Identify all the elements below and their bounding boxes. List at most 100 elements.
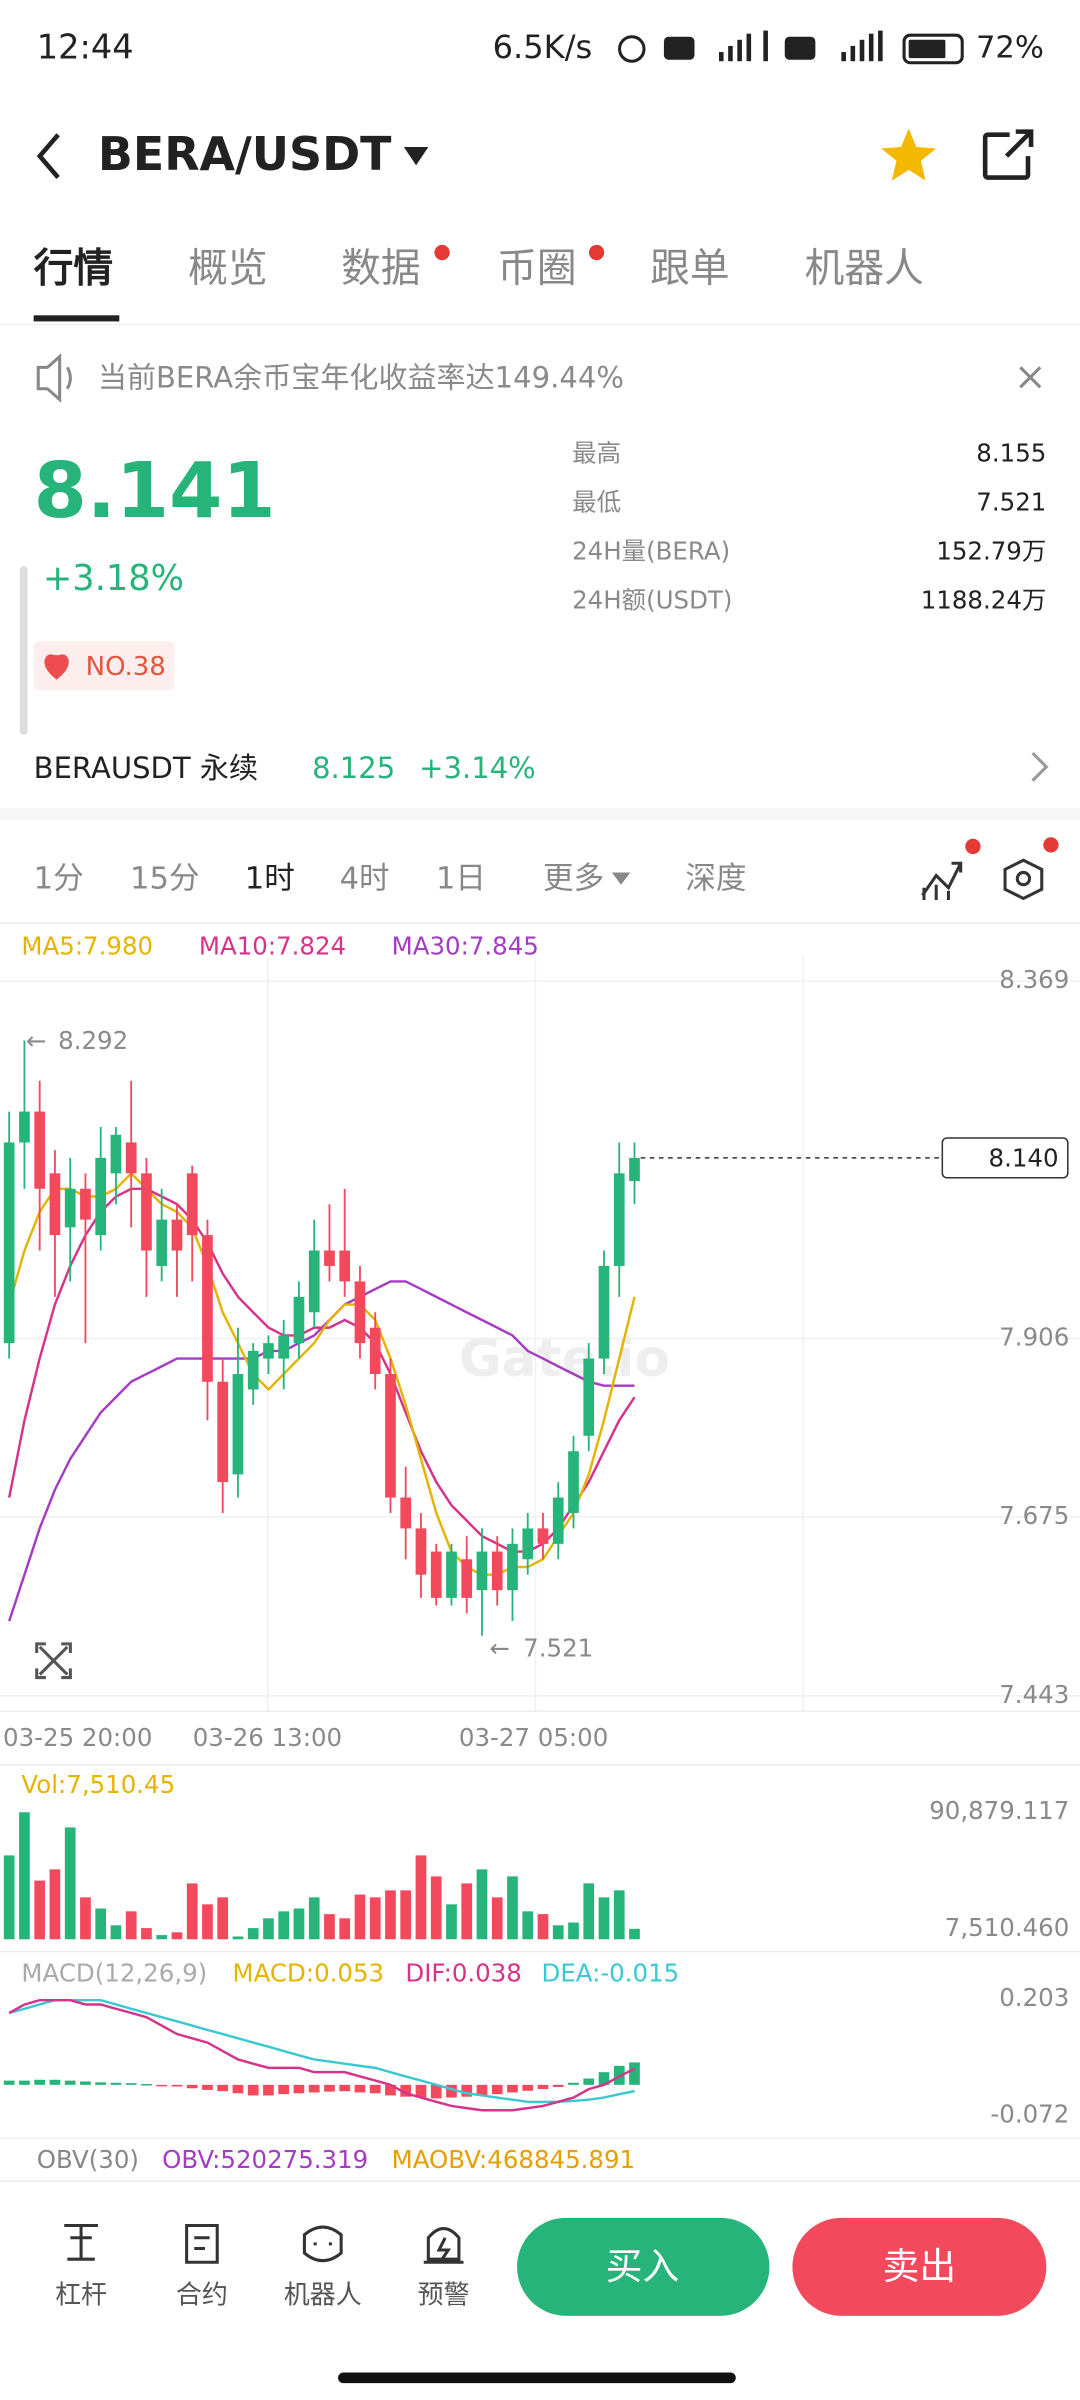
last-price-box <box>941 1137 1069 1179</box>
macd-bar <box>415 2084 427 2098</box>
obv-legend: MAOBV:468845.891 <box>392 2145 636 2174</box>
stat-value: 7.521 <box>976 488 1046 517</box>
volume-bar <box>125 1911 137 1940</box>
time: 12:44 <box>37 27 134 66</box>
interval[interactable]: 4时 <box>340 862 390 897</box>
pair-dropdown[interactable] <box>403 146 429 166</box>
interval[interactable]: 更多 <box>543 862 604 897</box>
ma-legend: MA5:7.980 <box>21 931 153 960</box>
nav-label[interactable]: 杠杆 <box>55 2280 107 2310</box>
more-dropdown[interactable] <box>611 872 631 885</box>
battery: 72% <box>976 30 1044 65</box>
interval[interactable]: 1时 <box>245 862 295 897</box>
volume-bar <box>629 1928 640 1940</box>
fullscreen-button[interactable] <box>35 1642 72 1680</box>
tab-badge <box>434 244 450 261</box>
high-marker: 8.292 <box>58 1026 128 1055</box>
candle-body <box>95 1157 107 1236</box>
interval[interactable]: 深度 <box>685 862 746 897</box>
indicator-button[interactable] <box>921 861 963 900</box>
macd-legend: DIF:0.038 <box>405 1958 521 1987</box>
volume-bar <box>369 1897 381 1940</box>
rank-text: NO.38 <box>86 652 166 682</box>
volume-bar <box>339 1918 351 1940</box>
perp-name[interactable]: BERAUSDT 永续 <box>34 751 258 785</box>
settings-button[interactable] <box>1003 858 1044 901</box>
macd-bar <box>385 2084 396 2096</box>
price-change: +3.18% <box>43 558 184 599</box>
volume-tick-label: 7,510.460 <box>945 1913 1069 1942</box>
interval[interactable]: 1日 <box>436 862 486 897</box>
buy-button[interactable] <box>517 2217 770 2316</box>
interval[interactable]: 1分 <box>34 862 84 897</box>
tab[interactable]: 币圈 <box>497 245 577 291</box>
candle-body <box>186 1173 198 1236</box>
perp-chevron[interactable] <box>1031 751 1049 782</box>
candle-body <box>461 1559 473 1598</box>
settings-badge <box>1043 837 1059 853</box>
volume-bar <box>491 1897 503 1940</box>
volume-bar <box>141 1928 152 1940</box>
macd-bar <box>186 2084 198 2089</box>
section-gap <box>0 808 1080 821</box>
dea-line <box>8 1998 635 2104</box>
nav-label[interactable]: 机器人 <box>284 2280 362 2310</box>
macd-bar <box>308 2084 320 2093</box>
pair-title[interactable]: BERA/USDT <box>98 127 392 181</box>
volume-bar <box>522 1911 534 1940</box>
tab[interactable]: 数据 <box>341 245 421 291</box>
candle-body <box>400 1497 412 1529</box>
macd-bar <box>217 2084 229 2092</box>
volume-legend: Vol:7,510.45 <box>21 1770 175 1799</box>
favorite-star[interactable] <box>881 128 937 181</box>
x-tick-label: 03-27 05:00 <box>459 1723 608 1752</box>
volume-bar <box>202 1904 213 1940</box>
tab[interactable]: 跟单 <box>650 245 730 291</box>
tab[interactable]: 概览 <box>188 245 268 291</box>
candle-body <box>476 1551 488 1591</box>
macd-bar <box>202 2084 213 2090</box>
volume-bar <box>415 1855 427 1940</box>
macd-bar <box>537 2084 549 2090</box>
candle-body <box>430 1551 442 1598</box>
macd-bar <box>461 2084 473 2097</box>
stat-label: 最低 <box>572 488 621 517</box>
volume-bar <box>552 1925 564 1940</box>
y-tick-label: 7.906 <box>999 1323 1069 1352</box>
notice-text[interactable]: 当前BERA余币宝年化收益率达149.44% <box>98 361 624 395</box>
candle-body <box>247 1350 259 1390</box>
sell-button[interactable] <box>792 2217 1047 2316</box>
candle-body <box>3 1142 15 1344</box>
candle-body <box>491 1551 503 1591</box>
candle-body <box>64 1188 76 1228</box>
macd-bar <box>446 2084 457 2098</box>
tab[interactable]: 行情 <box>34 245 114 291</box>
macd-bar <box>476 2084 488 2096</box>
back-button[interactable] <box>36 133 60 180</box>
volume-bar <box>3 1855 15 1940</box>
nav-label[interactable]: 合约 <box>176 2280 228 2310</box>
net-speed: 6.5K/s <box>493 28 593 66</box>
ma5-line <box>8 1171 636 1576</box>
stat-value: 152.79万 <box>936 537 1046 566</box>
close-notice[interactable] <box>1019 366 1042 389</box>
candle-body <box>263 1343 274 1359</box>
stat-value: 1188.24万 <box>921 586 1047 615</box>
nav-label[interactable]: 预警 <box>418 2280 470 2310</box>
ma-legend: MA10:7.824 <box>199 931 346 960</box>
macd-tick-label: 0.203 <box>999 1983 1069 2012</box>
interval[interactable]: 15分 <box>130 862 200 897</box>
y-tick-label: 7.675 <box>999 1501 1069 1530</box>
candle-body <box>156 1219 168 1266</box>
candle-body <box>339 1250 351 1282</box>
volume-bar <box>232 1936 244 1940</box>
candle-body <box>613 1173 625 1266</box>
buy-label: 买入 <box>606 2245 679 2288</box>
speaker-icon <box>36 353 72 403</box>
macd-legend: MACD:0.053 <box>233 1958 385 1987</box>
macd-bar <box>293 2084 305 2094</box>
macd-bar <box>583 2078 595 2085</box>
share-button[interactable] <box>982 129 1034 180</box>
tab[interactable]: 机器人 <box>805 245 924 291</box>
